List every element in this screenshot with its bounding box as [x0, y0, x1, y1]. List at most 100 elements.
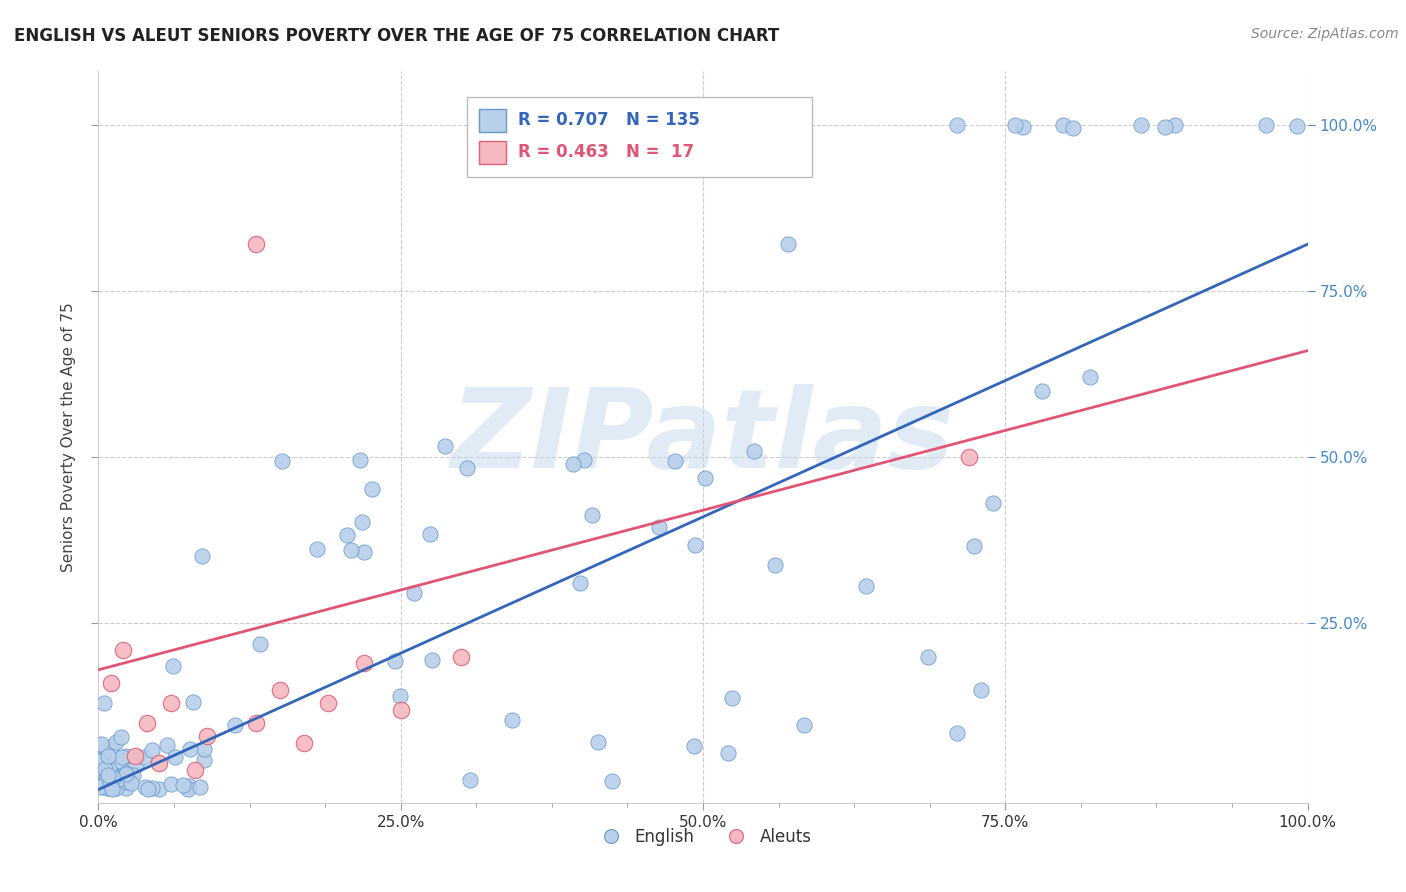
- Point: [1129, 118, 1152, 132]
- Point: [1078, 370, 1101, 384]
- Point: [349, 453, 371, 467]
- Point: [132, 750, 155, 764]
- Point: [89, 778, 111, 792]
- Point: [89, 772, 111, 786]
- Point: [792, 718, 814, 732]
- Point: [162, 659, 184, 673]
- Point: [763, 558, 786, 573]
- Point: [717, 746, 740, 760]
- Point: [191, 549, 214, 563]
- Point: [1164, 118, 1187, 132]
- Point: [104, 735, 127, 749]
- Point: [957, 450, 980, 464]
- Point: [1286, 119, 1309, 133]
- Point: [946, 118, 969, 132]
- Point: [93, 753, 115, 767]
- Point: [110, 730, 132, 744]
- Point: [917, 650, 939, 665]
- Point: [350, 515, 373, 529]
- Point: [90, 737, 112, 751]
- Point: [776, 237, 799, 252]
- Point: [135, 716, 157, 731]
- Point: [108, 772, 131, 786]
- Point: [1052, 118, 1074, 132]
- Point: [98, 763, 121, 777]
- Point: [93, 768, 115, 782]
- Point: [97, 762, 120, 776]
- Point: [581, 508, 603, 522]
- Point: [568, 576, 591, 591]
- Point: [179, 742, 201, 756]
- Point: [269, 682, 291, 697]
- Bar: [479, 141, 506, 164]
- Point: [742, 443, 765, 458]
- Point: [93, 696, 115, 710]
- Point: [115, 767, 138, 781]
- Point: [962, 539, 984, 553]
- Point: [94, 773, 117, 788]
- Point: [111, 749, 134, 764]
- Point: [458, 772, 481, 787]
- Point: [98, 779, 121, 793]
- Point: [97, 775, 120, 789]
- Point: [98, 762, 121, 776]
- Point: [384, 654, 406, 668]
- Point: [270, 454, 292, 468]
- Point: [422, 653, 444, 667]
- Point: [177, 782, 200, 797]
- Point: [1004, 118, 1026, 132]
- Point: [353, 656, 375, 670]
- Point: [90, 775, 112, 789]
- Point: [93, 763, 115, 777]
- Point: [155, 738, 177, 752]
- Bar: [479, 109, 506, 132]
- Point: [111, 643, 134, 657]
- Point: [245, 237, 267, 252]
- Point: [115, 769, 138, 783]
- Point: [195, 729, 218, 743]
- Point: [148, 782, 170, 797]
- Point: [683, 739, 706, 754]
- Point: [245, 716, 267, 731]
- Point: [138, 781, 160, 796]
- Point: [115, 748, 138, 763]
- Point: [120, 775, 142, 789]
- Point: [224, 718, 246, 732]
- Point: [91, 777, 114, 791]
- Point: [193, 741, 215, 756]
- Point: [402, 585, 425, 599]
- Y-axis label: Seniors Poverty Over the Age of 75: Seniors Poverty Over the Age of 75: [60, 302, 76, 572]
- Point: [693, 471, 716, 485]
- Text: R = 0.463   N =  17: R = 0.463 N = 17: [517, 143, 695, 161]
- Point: [87, 756, 110, 771]
- Text: R = 0.707   N = 135: R = 0.707 N = 135: [517, 111, 700, 128]
- Point: [110, 754, 132, 768]
- Point: [97, 768, 120, 782]
- Point: [188, 780, 211, 795]
- Point: [683, 538, 706, 552]
- Point: [172, 778, 194, 792]
- Point: [946, 726, 969, 740]
- Point: [105, 770, 128, 784]
- Point: [160, 777, 183, 791]
- Point: [100, 782, 122, 797]
- Point: [602, 774, 624, 789]
- Point: [93, 743, 115, 757]
- Point: [855, 579, 877, 593]
- Point: [141, 780, 163, 795]
- Point: [124, 749, 146, 764]
- Point: [305, 541, 328, 556]
- Point: [141, 743, 163, 757]
- Point: [115, 774, 138, 789]
- Point: [562, 458, 585, 472]
- Point: [103, 772, 125, 786]
- Point: [574, 452, 596, 467]
- Point: [91, 756, 114, 771]
- Point: [249, 637, 271, 651]
- Point: [1153, 120, 1175, 134]
- Point: [100, 676, 122, 690]
- FancyBboxPatch shape: [467, 97, 811, 178]
- Point: [93, 780, 115, 794]
- Point: [160, 696, 183, 710]
- Point: [101, 767, 124, 781]
